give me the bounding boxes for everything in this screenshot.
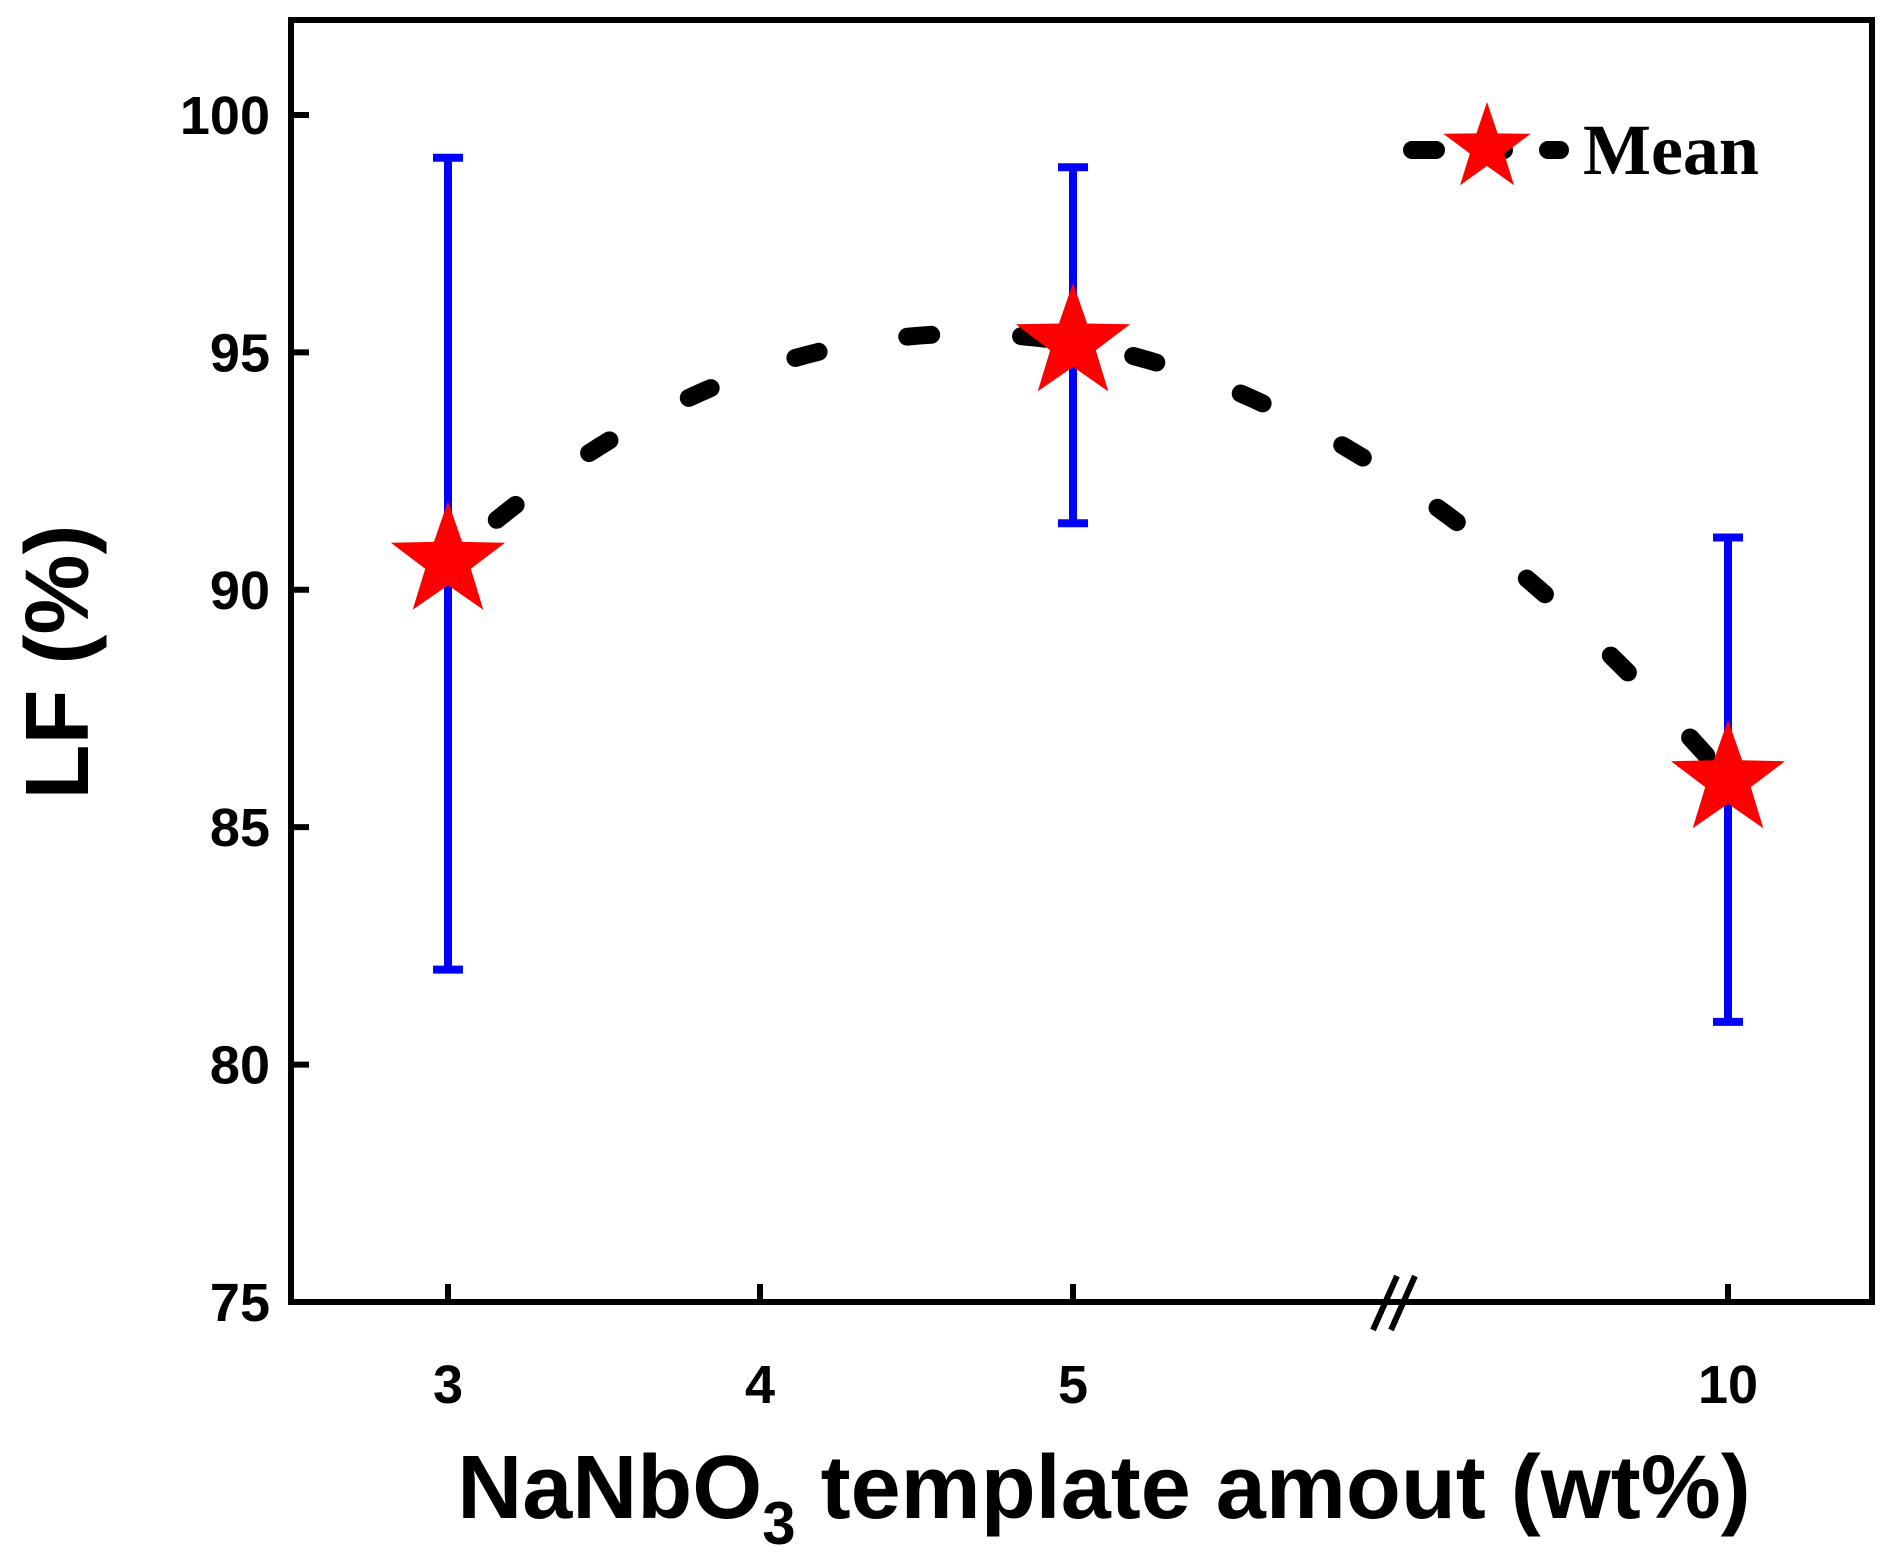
x-tick-label: 3 [433,1355,463,1415]
x-tick-label: 4 [745,1355,775,1415]
x-axis: 3 4 5 10 [433,1284,1758,1415]
y-tick-label: 75 [210,1273,270,1333]
x-tick-label: 10 [1698,1355,1758,1415]
axis-break-mark [1370,1274,1418,1332]
x-axis-title-subscript: 3 [762,1490,795,1557]
y-tick-label: 85 [210,798,270,858]
x-tick-label: 5 [1058,1355,1088,1415]
y-axis: 75 80 85 90 95 100 [180,86,309,1333]
legend-label: Mean [1583,110,1759,190]
y-tick-label: 100 [180,86,270,146]
x-axis-title-rest: template amout (wt%) [796,1438,1751,1538]
mean-connector-line [439,324,1737,789]
plot-frame [288,17,1875,1305]
mean-star-marker [1015,282,1131,392]
mean-star-marker [390,501,506,610]
x-axis-title: NaNbO3 template amout (wt%) [457,1438,1750,1557]
y-tick-label: 90 [210,561,270,621]
mean-star-marker [1670,719,1786,829]
series-layer [390,153,1786,1026]
legend: Mean [1403,102,1759,190]
y-tick-label: 80 [210,1036,270,1096]
legend-star-marker [1443,102,1531,186]
y-tick-label: 95 [210,323,270,383]
x-axis-title-main: NaNbO [457,1438,762,1538]
y-axis-title: LF (%) [8,525,108,800]
